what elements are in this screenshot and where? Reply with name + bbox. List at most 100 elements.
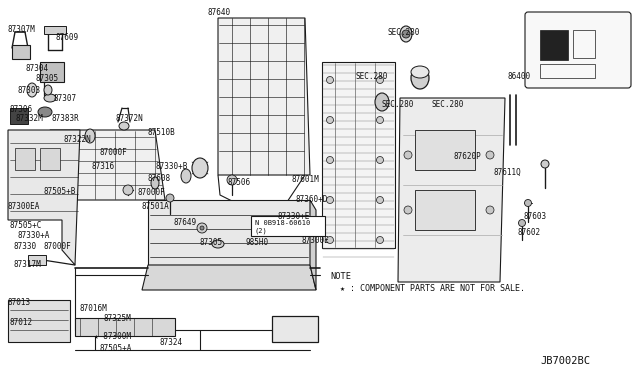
Circle shape [486,151,494,159]
Text: 87330: 87330 [14,242,37,251]
Circle shape [123,185,133,195]
Circle shape [518,219,525,227]
Ellipse shape [151,177,159,189]
Polygon shape [148,200,310,265]
Text: 87330+A: 87330+A [18,231,51,240]
Text: 87506: 87506 [228,178,251,187]
Circle shape [525,199,531,206]
Circle shape [326,157,333,164]
Circle shape [166,194,174,202]
Text: 87316: 87316 [92,162,115,171]
Ellipse shape [212,240,224,248]
Text: 87360+D: 87360+D [296,195,328,204]
Text: 87324: 87324 [160,338,183,347]
Bar [44,26,66,34]
Text: 87300EA: 87300EA [8,202,40,211]
Polygon shape [310,200,316,290]
Polygon shape [218,18,310,175]
Text: 87649: 87649 [174,218,197,227]
Bar [540,64,595,78]
Text: 87304: 87304 [25,64,48,73]
Polygon shape [528,15,628,85]
Text: 87602: 87602 [518,228,541,237]
FancyBboxPatch shape [525,12,631,88]
Polygon shape [142,265,316,290]
Circle shape [197,223,207,233]
Text: 87640: 87640 [208,8,231,17]
Circle shape [376,196,383,203]
FancyBboxPatch shape [251,216,325,236]
Text: (2): (2) [255,228,268,234]
Bar [28,255,46,265]
Text: 87609: 87609 [55,33,78,42]
Polygon shape [322,62,395,248]
Text: 87603: 87603 [524,212,547,221]
Bar [40,148,60,170]
Polygon shape [50,130,165,200]
Circle shape [376,237,383,244]
Circle shape [200,226,204,230]
Text: 985H0: 985H0 [246,238,269,247]
Text: ★ 87300M: ★ 87300M [94,332,131,341]
Text: 87608: 87608 [148,174,171,183]
Ellipse shape [119,122,129,130]
Text: 86400: 86400 [508,72,531,81]
Text: 87306: 87306 [10,105,33,114]
Polygon shape [398,98,505,282]
Text: 87505+B: 87505+B [43,187,76,196]
Text: 87012: 87012 [10,318,33,327]
Bar [415,130,475,170]
Text: 87013: 87013 [8,298,31,307]
Text: SEC.280: SEC.280 [388,28,420,37]
Text: 87322N: 87322N [64,135,92,144]
Text: 87305: 87305 [35,74,58,83]
Text: 87383R: 87383R [52,114,80,123]
Text: 87332M: 87332M [16,114,44,123]
Circle shape [326,77,333,83]
Circle shape [404,151,412,159]
Text: 87611Q: 87611Q [494,168,522,177]
Text: 87016M: 87016M [80,304,108,313]
Text: 87372N: 87372N [116,114,144,123]
Text: 87307: 87307 [54,94,77,103]
Text: NOTE: NOTE [330,272,351,281]
Text: SEC.280: SEC.280 [432,100,465,109]
Ellipse shape [411,66,429,78]
Bar [272,316,318,342]
Text: SEC.280: SEC.280 [382,100,414,109]
Text: 87000F: 87000F [138,188,166,197]
Text: ★ : COMPONENT PARTS ARE NOT FOR SALE.: ★ : COMPONENT PARTS ARE NOT FOR SALE. [330,284,525,293]
Bar [415,190,475,230]
Text: 87501A: 87501A [142,202,170,211]
Text: 87307M: 87307M [8,25,36,34]
Polygon shape [8,130,80,265]
Bar [75,318,175,336]
Text: 87000F: 87000F [44,242,72,251]
Polygon shape [8,300,70,342]
Bar [40,62,64,82]
Circle shape [227,175,237,185]
Text: 87330+B: 87330+B [156,162,188,171]
Text: SEC.280: SEC.280 [356,72,388,81]
Circle shape [376,157,383,164]
Ellipse shape [85,129,95,143]
Text: 87325M: 87325M [104,314,132,323]
Text: 87620P: 87620P [454,152,482,161]
Text: 87305: 87305 [200,238,223,247]
Bar [15,148,35,170]
Text: JB7002BC: JB7002BC [540,356,590,366]
Circle shape [376,116,383,124]
Text: 87303: 87303 [18,86,41,95]
Circle shape [486,206,494,214]
Text: N 0B918-60610: N 0B918-60610 [255,220,310,226]
Circle shape [541,160,549,168]
Ellipse shape [44,94,56,102]
Text: 87505+C: 87505+C [10,221,42,230]
Ellipse shape [44,85,52,95]
Ellipse shape [411,67,429,89]
Ellipse shape [400,26,412,42]
Bar [573,30,595,58]
Circle shape [376,77,383,83]
Text: 87000F: 87000F [100,148,128,157]
Circle shape [326,196,333,203]
